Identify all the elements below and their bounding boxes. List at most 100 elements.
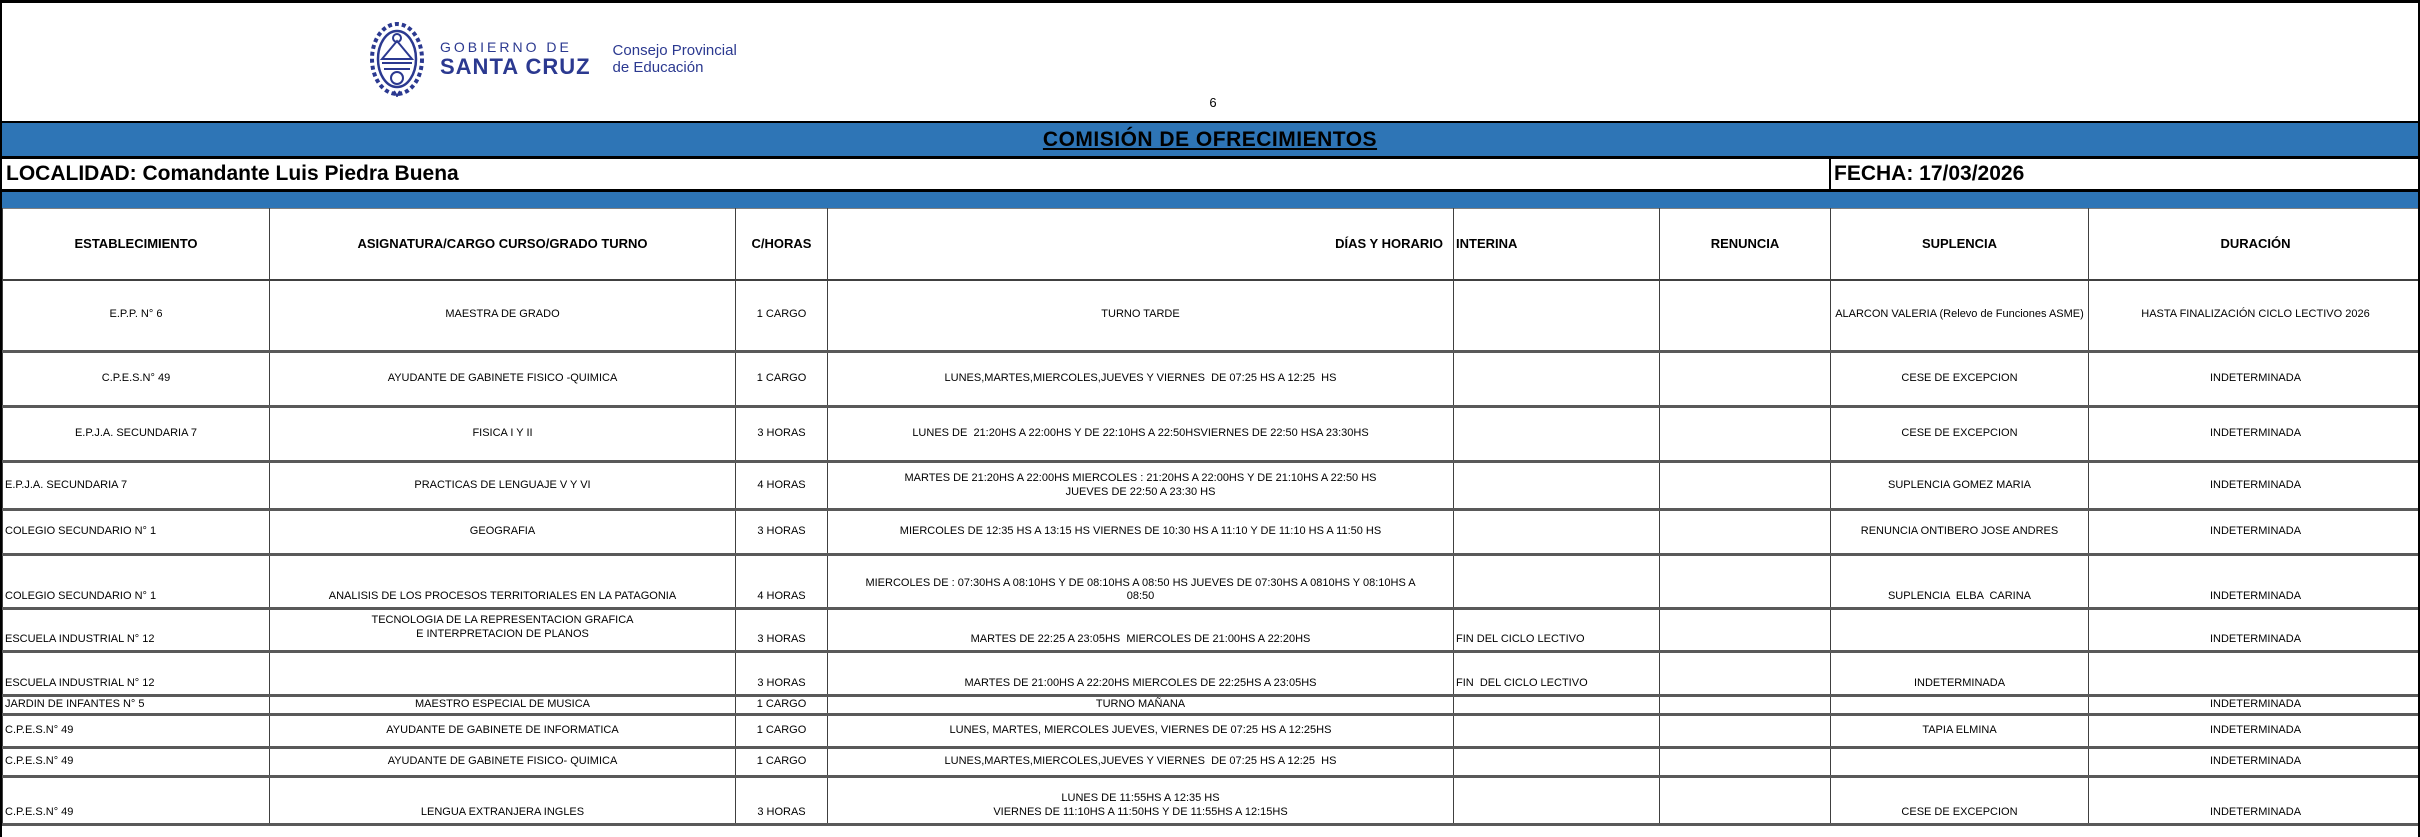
cell-dias: MARTES DE 21:00HS A 22:20HS MIERCOLES DE… [827,651,1454,696]
cell-duracion: HASTA FINALIZACIÓN CICLO LECTIVO 2026 [2088,279,2418,352]
cell-interina [1453,747,1660,777]
cell-suplencia: RENUNCIA ONTIBERO JOSE ANDRES [1830,509,2089,555]
cell-interina [1453,776,1660,825]
cell-asignatura: AYUDANTE DE GABINETE DE INFORMATICA [269,714,736,748]
cell-suplencia: TAPIA ELMINA [1830,714,2089,748]
cell-duracion: INDETERMINADA [2088,714,2418,748]
cell-establecimiento: JARDIN DE INFANTES N° 5 [2,695,270,715]
cell-duracion: INDETERMINADA [2088,776,2418,825]
cell-establecimiento: C.P.E.S.N° 49 [2,776,270,825]
table-row: ESCUELA INDUSTRIAL N° 12 3 HORAS MARTES DE… [2,651,2418,696]
cell-renuncia [1659,279,1831,352]
cell-interina [1453,279,1660,352]
cell-establecimiento: C.P.E.S.N° 49 [2,714,270,748]
cell-asignatura [269,651,736,696]
cell-duracion [2088,651,2418,696]
table-header: ESTABLECIMIENTO ASIGNATURA/CARGO CURSO/GR… [2,208,2418,280]
cell-dias: MARTES DE 21:20HS A 22:00HS MIERCOLES : … [827,461,1454,510]
table-row: E.P.J.A. SECUNDARIA 7 FISICA I Y II 3 HORA… [2,406,2418,462]
cell-renuncia [1659,608,1831,652]
cell-dias: LUNES,MARTES,MIERCOLES,JUEVES Y VIERNES … [827,747,1454,777]
cell-establecimiento: COLEGIO SECUNDARIO N° 1 [2,509,270,555]
cell-establecimiento: C.P.E.S.N° 49 [2,747,270,777]
cell-interina: FIN DEL CICLO LECTIVO [1453,608,1660,652]
cell-dias: MARTES DE 22:25 A 23:05HS MIERCOLES DE 2… [827,608,1454,652]
cell-establecimiento: C.P.E.S.N° 49 [2,351,270,407]
cell-suplencia [1830,747,2089,777]
table-row: E.P.J.A. SECUNDARIA 7 PRACTICAS DE LENGUA… [2,461,2418,510]
government-wordmark: GOBIERNO DE SANTA CRUZ [440,40,591,78]
cell-suplencia [1830,695,2089,715]
cell-interina [1453,406,1660,462]
cell-renuncia [1659,747,1831,777]
cell-renuncia [1659,509,1831,555]
cell-renuncia [1659,714,1831,748]
cell-suplencia [1830,608,2089,652]
government-logo: GOBIERNO DE SANTA CRUZ Consejo Provincia… [370,21,737,97]
column-header-horas: C/HORAS [735,208,828,280]
localidad-label: LOCALIDAD: Comandante Luis Piedra Buena [2,159,1831,189]
cell-renuncia [1659,695,1831,715]
org-line1: Consejo Provincial [612,41,737,59]
column-header-interina: INTERINA [1453,208,1660,280]
page-header: GOBIERNO DE SANTA CRUZ Consejo Provincia… [2,3,2418,121]
cell-horas: 1 CARGO [735,695,828,715]
cell-suplencia: INDETERMINADA [1830,651,2089,696]
cell-suplencia: CESE DE EXCEPCION [1830,351,2089,407]
organization-name: Consejo Provincial de Educación [613,42,737,77]
cell-dias: LUNES DE 21:20HS A 22:00HS Y DE 22:10HS … [827,406,1454,462]
cell-duracion: INDETERMINADA [2088,695,2418,715]
cell-establecimiento: E.P.J.A. SECUNDARIA 7 [2,461,270,510]
cell-duracion: INDETERMINADA [2088,406,2418,462]
cell-dias: LUNES, MARTES, MIERCOLES JUEVES, VIERNES… [827,714,1454,748]
org-line2: de Educación [612,59,704,76]
column-header-establecimiento: ESTABLECIMIENTO [2,208,270,280]
cell-horas: 4 HORAS [735,554,828,609]
cell-interina [1453,714,1660,748]
cell-asignatura: FISICA I Y II [269,406,736,462]
table-row: C.P.E.S.N° 49 AYUDANTE DE GABINETE FISICO… [2,351,2418,407]
cell-dias: LUNES DE 11:55HS A 12:35 HS VIERNES DE 1… [827,776,1454,825]
cell-suplencia: SUPLENCIA ELBA CARINA [1830,554,2089,609]
cell-dias: LUNES,MARTES,MIERCOLES,JUEVES Y VIERNES … [827,351,1454,407]
cell-asignatura: MAESTRA DE GRADO [269,279,736,352]
cell-establecimiento: COLEGIO SECUNDARIO N° 1 [2,554,270,609]
cell-interina [1453,695,1660,715]
cell-asignatura: TECNOLOGIA DE LA REPRESENTACION GRAFICA … [269,608,736,652]
cell-suplencia: ALARCON VALERIA (Relevo de Funciones ASM… [1830,279,2089,352]
cell-horas: 1 CARGO [735,351,828,407]
table-header-row: ESTABLECIMIENTO ASIGNATURA/CARGO CURSO/GR… [2,208,2418,280]
cell-establecimiento: ESCUELA INDUSTRIAL N° 12 [2,608,270,652]
cell-interina [1453,509,1660,555]
table-row: E.P.P. N° 6 MAESTRA DE GRADO 1 CARGO TURNO … [2,279,2418,352]
cell-renuncia [1659,406,1831,462]
cell-establecimiento: E.P.P. N° 6 [2,279,270,352]
cell-duracion: INDETERMINADA [2088,461,2418,510]
cell-suplencia: CESE DE EXCEPCION [1830,776,2089,825]
table-row: C.P.E.S.N° 49 AYUDANTE DE GABINETE FISICO… [2,747,2418,777]
cell-dias: TURNO MAÑANA [827,695,1454,715]
column-header-renuncia: RENUNCIA [1659,208,1831,280]
page-number: 6 [1209,95,1217,110]
cell-establecimiento: ESCUELA INDUSTRIAL N° 12 [2,651,270,696]
cell-renuncia [1659,651,1831,696]
cell-renuncia [1659,351,1831,407]
cell-asignatura: LENGUA EXTRANJERA INGLES [269,776,736,825]
cell-horas: 1 CARGO [735,747,828,777]
table-row: COLEGIO SECUNDARIO N° 1 GEOGRAFIA 3 HORAS M… [2,509,2418,555]
table-row: ESCUELA INDUSTRIAL N° 12 TECNOLOGIA DE LA… [2,608,2418,652]
column-header-asignatura: ASIGNATURA/CARGO CURSO/GRADO TURNO [269,208,736,280]
column-header-dias: DÍAS Y HORARIO [827,208,1454,280]
cell-horas: 3 HORAS [735,509,828,555]
cell-renuncia [1659,554,1831,609]
cell-dias: MIERCOLES DE 12:35 HS A 13:15 HS VIERNES… [827,509,1454,555]
cell-horas: 3 HORAS [735,651,828,696]
table-row: COLEGIO SECUNDARIO N° 1 ANALISIS DE LOS P… [2,554,2418,609]
title-bar: COMISIÓN DE OFRECIMIENTOS [2,121,2418,159]
cell-duracion: INDETERMINADA [2088,509,2418,555]
table-row: C.P.E.S.N° 49 AYUDANTE DE GABINETE DE INF… [2,714,2418,748]
gov-line1: GOBIERNO DE [440,39,572,56]
cell-asignatura: MAESTRO ESPECIAL DE MUSICA [269,695,736,715]
blue-divider-strip [2,192,2418,208]
